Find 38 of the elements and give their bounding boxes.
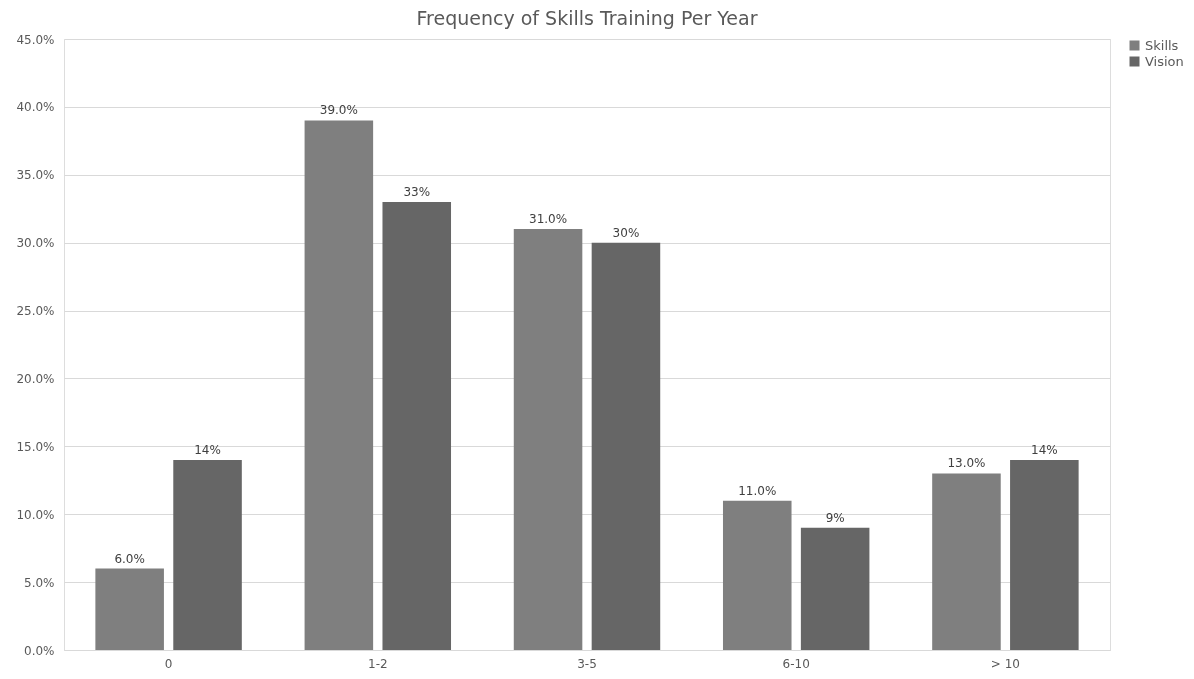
data-label: 13.0% (947, 456, 986, 471)
y-tick-label: 25.0% (16, 304, 55, 319)
data-label: 30% (612, 225, 640, 240)
data-label: 14% (194, 442, 221, 457)
bar (800, 527, 870, 650)
y-tick-label: 40.0% (16, 100, 55, 115)
data-label: 11.0% (738, 483, 777, 498)
bar (513, 229, 583, 650)
y-tick-label: 35.0% (16, 168, 55, 183)
bar (382, 201, 452, 650)
x-tick-label: 3-5 (577, 656, 597, 671)
y-tick-label: 45.0% (16, 32, 55, 47)
bar (304, 120, 374, 650)
x-tick-label: 1-2 (368, 656, 388, 671)
data-label: 33% (403, 184, 431, 199)
chart-title: Frequency of Skills Training Per Year (416, 7, 758, 29)
data-label: 6.0% (114, 551, 145, 566)
y-tick-label: 30.0% (16, 236, 55, 251)
y-tick-label: 0.0% (24, 643, 55, 658)
legend-label: Skills (1145, 37, 1179, 53)
x-tick-label: 0 (164, 656, 173, 671)
bar (591, 242, 661, 650)
data-label: 14% (1031, 442, 1058, 457)
y-tick-label: 15.0% (16, 439, 55, 454)
data-label: 31.0% (528, 212, 568, 227)
legend-label: Vision (1145, 53, 1184, 69)
y-tick-label: 5.0% (24, 575, 55, 590)
x-tick-label: > 10 (990, 656, 1020, 671)
data-label: 9% (825, 510, 845, 525)
bar (95, 568, 164, 650)
bar (1010, 459, 1079, 650)
data-label: 39.0% (319, 103, 358, 118)
x-tick-label: 6-10 (782, 656, 810, 671)
bar (932, 473, 1001, 650)
y-tick-label: 20.0% (16, 371, 55, 386)
bar (173, 459, 242, 650)
bar (722, 500, 792, 650)
y-tick-label: 10.0% (16, 507, 55, 522)
